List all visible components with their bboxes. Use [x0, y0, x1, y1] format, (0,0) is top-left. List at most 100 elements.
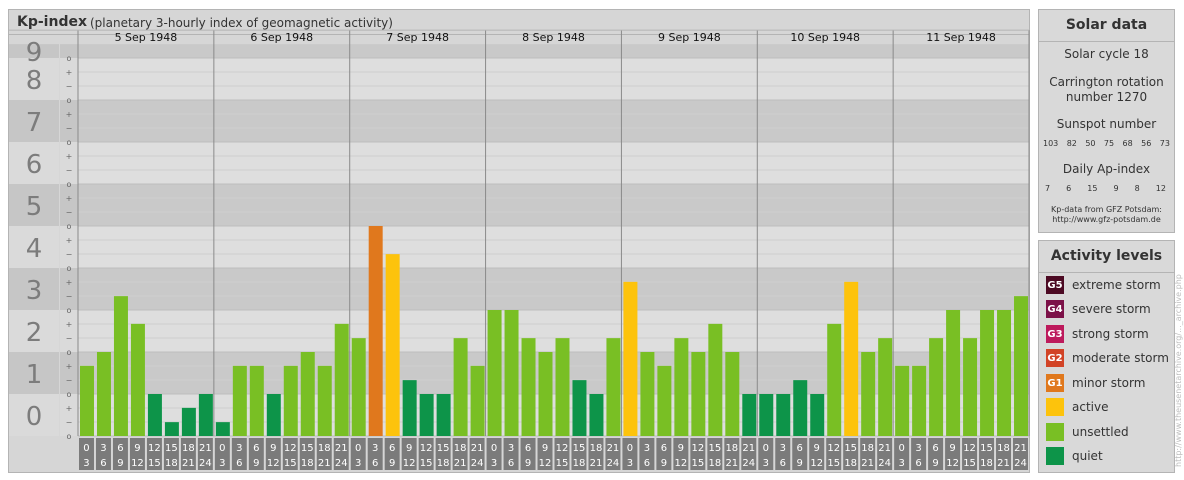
kp-bar: [538, 352, 553, 436]
interval-end-label: 3: [491, 458, 497, 469]
interval-end-label: 3: [898, 458, 904, 469]
minor-axis-band: [60, 394, 78, 436]
kp-band: [78, 58, 1029, 100]
kp-bar: [215, 422, 230, 436]
interval-start-label: 18: [725, 443, 738, 454]
interval-end-label: 12: [946, 458, 959, 469]
y-axis-band: [9, 310, 59, 352]
legend-swatch: G5: [1046, 276, 1064, 294]
interval-start-label: 3: [508, 443, 514, 454]
y-axis-band: [9, 58, 59, 100]
interval-end-label: 3: [83, 458, 89, 469]
interval-start-label: 15: [165, 443, 178, 454]
y-axis-label: 9: [26, 38, 43, 68]
source-link[interactable]: http://www.gfz-potsdam.de: [1052, 215, 1161, 224]
kp-band: [78, 44, 1029, 58]
sunspot-value: 103: [1043, 139, 1059, 148]
interval-start-label: 9: [814, 443, 820, 454]
interval-box: [418, 438, 434, 470]
interval-box: [163, 438, 179, 470]
interval-box: [809, 438, 825, 470]
chart-title: Kp-index: [17, 14, 87, 30]
kp-bar: [623, 281, 638, 436]
interval-start-label: 6: [389, 443, 395, 454]
interval-end-label: 15: [420, 458, 433, 469]
minor-axis-band: [60, 310, 78, 352]
interval-start-label: 9: [270, 443, 276, 454]
legend-item-quiet: quiet: [1046, 446, 1103, 466]
interval-box: [1013, 438, 1028, 470]
kp-bar: [674, 338, 689, 436]
y-axis-label: 0: [26, 402, 43, 432]
minor-axis-label: o: [67, 348, 72, 357]
interval-box: [248, 438, 264, 470]
interval-end-label: 21: [861, 458, 874, 469]
kp-bar: [113, 296, 128, 436]
ap-value: 9: [1113, 184, 1119, 193]
interval-box: [452, 438, 468, 470]
interval-start-label: 21: [199, 443, 212, 454]
interval-box: [758, 438, 774, 470]
legend-label: moderate storm: [1072, 351, 1169, 365]
legend-swatch: [1046, 447, 1064, 465]
y-axis-label: 5: [26, 192, 43, 222]
interval-box: [724, 438, 740, 470]
kp-bar: [504, 310, 519, 436]
interval-box: [894, 438, 910, 470]
chart-subtitle: (planetary 3-hourly index of geomagnetic…: [90, 16, 393, 30]
interval-box: [656, 438, 672, 470]
legend-item-minor-storm: G1 minor storm: [1046, 373, 1145, 393]
kp-bar: [487, 310, 502, 436]
minor-axis-band: [60, 44, 78, 58]
kp-bar: [742, 394, 757, 436]
minor-axis-label: −: [66, 418, 73, 427]
minor-axis-label: +: [66, 404, 73, 413]
carrington-line2: number 1270: [1065, 90, 1148, 104]
minor-axis-label: −: [66, 208, 73, 217]
interval-end-label: 24: [335, 458, 348, 469]
minor-axis-label: o: [67, 138, 72, 147]
kp-bar: [997, 310, 1012, 436]
legend-label: strong storm: [1072, 327, 1149, 341]
kp-bar: [963, 338, 978, 436]
ap-title: Daily Ap-index: [1062, 162, 1151, 176]
interval-end-label: 15: [284, 458, 297, 469]
kp-bar: [96, 352, 111, 436]
kp-bar: [385, 254, 400, 436]
legend-item-severe-storm: G4 severe storm: [1046, 299, 1151, 319]
legend-swatch: [1046, 423, 1064, 441]
interval-start-label: 12: [148, 443, 161, 454]
y-axis-band: [9, 268, 59, 310]
interval-end-label: 24: [199, 458, 212, 469]
interval-start-label: 12: [420, 443, 433, 454]
interval-start-label: 15: [301, 443, 314, 454]
kp-bar: [640, 352, 655, 436]
interval-end-label: 15: [963, 458, 976, 469]
kp-bar: [232, 365, 247, 436]
kp-bar: [708, 323, 723, 436]
interval-start-label: 9: [134, 443, 140, 454]
interval-box: [928, 438, 944, 470]
interval-end-label: 24: [471, 458, 484, 469]
minor-axis-label: o: [67, 390, 72, 399]
ap-values: 7 6 15 9 8 12: [1045, 184, 1166, 193]
solar-data-title: Solar data: [1065, 17, 1148, 33]
kp-bar: [810, 394, 825, 436]
interval-box: [401, 438, 417, 470]
minor-axis-label: −: [66, 82, 73, 91]
side-credit: http://www.theusenetarchive.org/..._arch…: [1174, 274, 1183, 467]
interval-start-label: 12: [556, 443, 569, 454]
kp-bar: [589, 394, 604, 436]
kp-bar: [691, 352, 706, 436]
legend-swatch: G3: [1046, 325, 1064, 343]
kp-bar: [555, 338, 570, 436]
minor-axis-label: +: [66, 68, 73, 77]
interval-start-label: 18: [318, 443, 331, 454]
interval-start-label: 0: [491, 443, 497, 454]
interval-box: [639, 438, 655, 470]
minor-axis-label: o: [67, 222, 72, 231]
interval-end-label: 24: [878, 458, 891, 469]
interval-box: [945, 438, 961, 470]
y-axis-label: 8: [26, 66, 43, 96]
